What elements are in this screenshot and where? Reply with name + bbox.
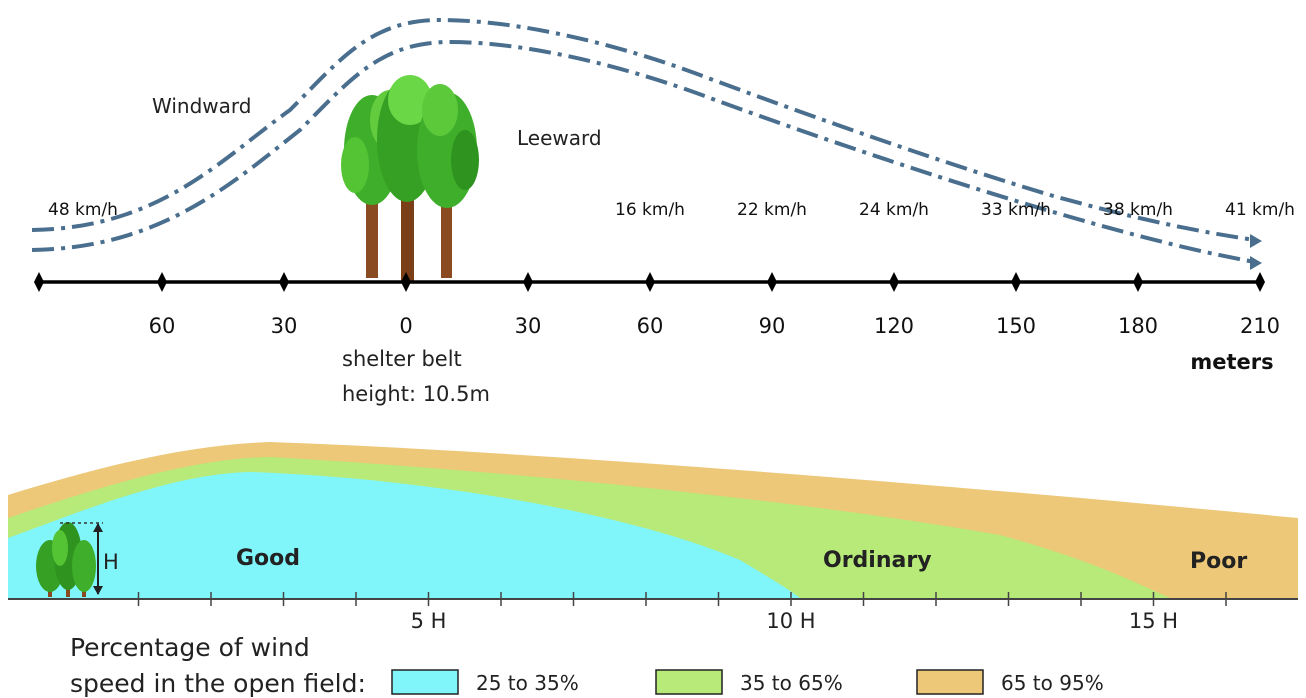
axis-tick-marker (401, 272, 411, 292)
tree-icon (36, 522, 96, 597)
open-field-speed-label: 48 km/h (48, 200, 118, 220)
axis-tick-label: 60 (637, 314, 664, 338)
legend-swatch (916, 669, 984, 695)
legend-item: 35 to 65% (655, 669, 843, 695)
legend-title-line2: speed in the open field: (70, 669, 366, 698)
arrow-down-icon (93, 586, 103, 595)
axis-tick-marker (767, 272, 777, 292)
shelter-belt-label: shelter belt (342, 347, 462, 371)
wind-speed-label: 24 km/h (859, 200, 929, 220)
wind-speed-label: 33 km/h (981, 200, 1051, 220)
shelter-belt-trees-icon (341, 75, 479, 283)
axis-tick-label: 120 (874, 314, 914, 338)
legend-item: 65 to 95% (916, 669, 1104, 695)
axis-tick-label: 30 (271, 314, 298, 338)
arrowhead-icon (1250, 256, 1262, 270)
wind-streamline-outer (31, 17, 1256, 242)
axis-tick-marker (157, 272, 167, 292)
zone-good-area (8, 472, 800, 598)
legend-swatch (391, 669, 459, 695)
legend-title-line1: Percentage of wind (70, 633, 310, 662)
wind-speed-label: 16 km/h (615, 200, 685, 220)
axis-tick-marker (1133, 272, 1143, 292)
axis-tick-label: 60 (149, 314, 176, 338)
arrowhead-icon (1250, 234, 1262, 248)
axis-end-marker (34, 272, 44, 292)
axis-tick-label: 180 (1118, 314, 1158, 338)
axis-tick-label: 0 (399, 314, 412, 338)
h-axis-label: 10 H (766, 609, 815, 633)
h-axis-label: 5 H (411, 609, 447, 633)
leeward-label: Leeward (517, 126, 602, 150)
unit-label: meters (1190, 350, 1273, 374)
arrow-up-icon (93, 523, 103, 532)
axis-tick-label: 210 (1240, 314, 1280, 338)
axis-tick-marker (1011, 272, 1021, 292)
axis-tick-marker (889, 272, 899, 292)
axis-tick-marker (645, 272, 655, 292)
axis-tick-marker (523, 272, 533, 292)
wind-speed-label: 38 km/h (1103, 200, 1173, 220)
zone-ordinary-label: Ordinary (823, 548, 932, 573)
legend-label: 35 to 65% (740, 671, 843, 695)
legend-item: 25 to 35% (391, 669, 579, 695)
h-axis-label: 15 H (1129, 609, 1178, 633)
legend-label: 65 to 95% (1001, 671, 1104, 695)
axis-tick-label: 30 (515, 314, 542, 338)
legend-swatch (655, 669, 723, 695)
wind-streamline-inner (31, 39, 1256, 264)
legend-label: 25 to 35% (476, 671, 579, 695)
height-h-label: H (103, 550, 119, 574)
wind-speed-label: 41 km/h (1225, 200, 1295, 220)
axis-tick-label: 90 (759, 314, 786, 338)
wind-speed-label: 22 km/h (737, 200, 807, 220)
axis-tick-marker (279, 272, 289, 292)
axis-tick-marker (1255, 272, 1265, 292)
shelter-height-label: height: 10.5m (342, 382, 490, 406)
axis-tick-label: 150 (996, 314, 1036, 338)
zone-poor-label: Poor (1190, 549, 1247, 574)
zone-good-label: Good (236, 546, 300, 571)
windward-label: Windward (152, 94, 251, 118)
